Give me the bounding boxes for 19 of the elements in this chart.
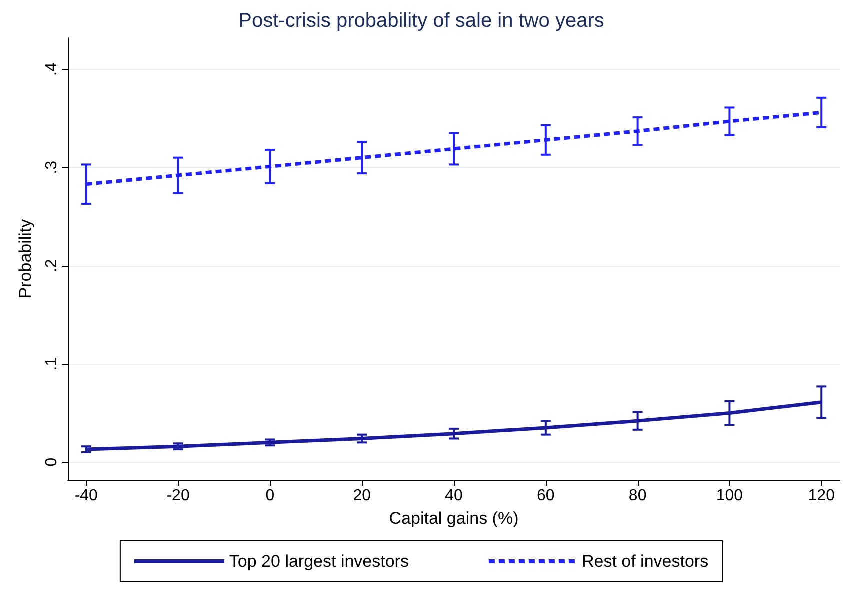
chart-title: Post-crisis probability of sale in two years [238,10,604,32]
y-tick-label: .1 [44,357,60,371]
y-tick-label: 0 [44,458,60,467]
x-tick-label: 120 [808,488,836,504]
y-tick-label: .3 [44,160,60,174]
x-tick-label: -20 [166,488,190,504]
x-tick-label: 20 [353,488,372,504]
x-tick-label: 0 [266,488,275,504]
x-tick-label: 40 [445,488,463,504]
x-tick-label: -40 [74,488,98,504]
y-tick-label: .4 [44,62,60,76]
x-tick-label: 80 [628,488,647,504]
y-tick-label: .2 [44,259,60,273]
y-axis-title: Probability [16,218,35,299]
legend-label: Top 20 largest investors [229,552,409,571]
x-tick-label: 100 [716,488,744,504]
x-axis-title: Capital gains (%) [389,509,519,528]
legend-label: Rest of investors [582,552,709,571]
x-tick-label: 60 [537,488,555,504]
